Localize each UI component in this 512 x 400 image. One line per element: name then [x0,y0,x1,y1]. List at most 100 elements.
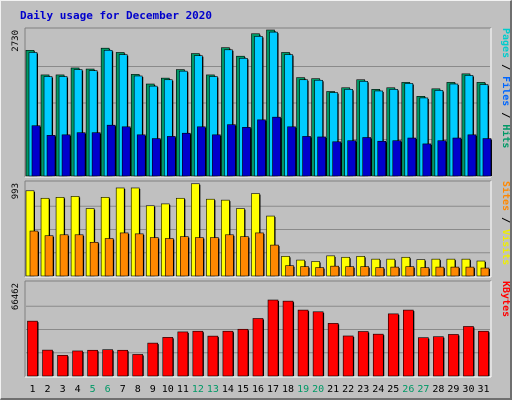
x-tick-label: 20 [312,384,324,395]
bar-sites [74,234,85,277]
bar-body [297,309,309,377]
x-tick-label: 29 [447,384,459,395]
bar-body [282,300,294,377]
x-tick-label: 25 [387,384,399,395]
bar-body [31,125,41,177]
bar-body [317,136,326,177]
bar-sites [315,267,325,277]
bar-sites [465,266,475,277]
x-tick-label: 17 [267,384,279,395]
bar-sites [285,265,295,277]
bar-pages [332,141,342,177]
bar-body [117,349,128,377]
bar-pages [377,140,387,177]
bar-pages [31,125,41,177]
bar-body [482,138,492,177]
bar-kbytes [448,334,460,377]
x-tick-label: 22 [342,384,354,395]
bar-pages [76,132,87,177]
x-tick-label: 24 [372,384,384,395]
bar-pages [166,136,177,177]
bar-sites [255,232,265,277]
bar-pages [227,124,237,177]
series-legend: KBytes [500,281,510,317]
bar-body [192,330,204,377]
bar-body [342,335,354,377]
bar-body [149,237,159,277]
bar-body [467,134,477,177]
x-tick-label: 12 [192,384,204,395]
bar-body [237,328,249,377]
bar-sites [360,266,370,277]
bar-pages [46,135,57,177]
bar-body [121,126,131,177]
bar-kbytes [478,330,490,377]
bar-body [287,126,296,177]
bar-body [102,349,113,377]
bar-kbytes [72,350,84,377]
bar-body [450,266,460,277]
bar-body [420,267,430,277]
bar-body [74,234,84,277]
x-tick-label: 8 [135,384,141,395]
bar-pages [317,136,327,177]
bar-body [255,232,264,277]
bar-body [377,140,387,177]
bar-kbytes [102,349,114,377]
bar-body [46,135,56,177]
panel-kbytes: 66462 KBytes [11,280,510,378]
series-legend: Pages / Files / Hits [500,28,510,148]
chart-title: Daily usage for December 2020 [20,9,213,22]
bar-body [433,336,444,377]
bar-sites [164,238,175,277]
bar-body [360,266,370,277]
bar-sites [300,266,310,277]
bar-pages [106,124,117,177]
bar-pages [182,132,192,177]
bar-body [227,124,236,177]
bar-sites [44,235,55,277]
bar-kbytes [162,337,174,377]
legend-part: Hits [500,124,510,148]
bar-body [61,134,71,177]
bar-body [347,140,356,177]
bar-body [134,233,144,277]
bar-body [285,265,294,277]
bar-sites [225,234,235,277]
bar-body [465,266,475,277]
legend-part: Pages [500,28,510,58]
panel-traffic: 2730 Pages / Files / Hits [11,27,510,178]
bar-kbytes [237,328,249,377]
bar-body [362,137,372,177]
bar-kbytes [433,336,445,377]
bar-body [422,143,432,177]
bar-sites [450,266,460,277]
bar-body [252,318,264,377]
x-tick-label: 18 [282,384,294,395]
bar-kbytes [192,330,204,377]
bar-sites [270,244,280,277]
y-max-label: 66462 [11,283,21,310]
bar-body [315,267,324,277]
x-tick-label: 14 [222,384,234,395]
bar-body [180,236,189,277]
bar-body [435,266,445,277]
bar-body [197,126,206,177]
x-tick-label: 6 [105,384,111,395]
bar-body [403,309,414,377]
bar-sites [180,236,190,277]
x-tick-label: 27 [417,384,429,395]
bar-sites [435,266,445,277]
bar-sites [104,238,115,277]
bar-sites [59,234,70,277]
x-tick-label: 19 [297,384,309,395]
bar-kbytes [297,309,310,377]
bar-kbytes [418,337,430,377]
bar-body [222,330,234,377]
x-tick-label: 23 [357,384,369,395]
x-tick-label: 16 [252,384,264,395]
bar-body [272,116,281,177]
bar-pages [242,127,252,177]
x-tick-label: 13 [207,384,219,395]
